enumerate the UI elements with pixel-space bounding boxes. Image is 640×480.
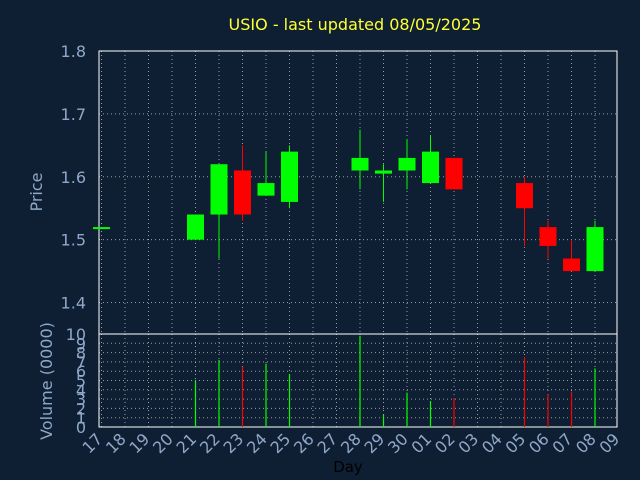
x-tick-label: 09: [595, 429, 623, 457]
candle: [516, 176, 533, 246]
candle-body: [539, 227, 557, 246]
candle: [445, 157, 463, 190]
price-axis-label: Price: [27, 172, 46, 211]
volume-y-tick-label: 0: [76, 418, 86, 437]
volume-y-tick-label: 6: [76, 362, 86, 381]
candle-body: [187, 214, 204, 240]
candle: [563, 239, 580, 272]
price-gridlines: [99, 50, 617, 334]
candle-body: [210, 164, 228, 215]
candle: [234, 145, 251, 221]
candle-body: [351, 157, 369, 171]
candle: [281, 145, 298, 209]
candle: [539, 220, 557, 259]
candle: [398, 139, 416, 190]
candle: [375, 164, 392, 202]
candle: [210, 164, 228, 259]
price-panel-frame: [98, 50, 618, 335]
candle-body: [234, 170, 251, 215]
volume-y-tick-label: 8: [76, 344, 86, 363]
price-y-tick-label: 1.4: [61, 294, 86, 313]
candle-body: [422, 151, 439, 184]
candle-body: [516, 183, 533, 209]
volume-axis-label: Volume (0000): [37, 322, 56, 440]
candle: [257, 151, 275, 196]
candle: [422, 135, 439, 184]
volume-y-tick-label: 2: [76, 399, 86, 418]
price-y-tick-labels: 1.4 1.5 1.6 1.7 1.8: [61, 42, 86, 313]
price-y-tick-label: 1.8: [61, 42, 86, 61]
volume-panel-frame: [98, 333, 618, 428]
candlestick-series: [93, 129, 604, 272]
price-y-tick-label: 1.6: [61, 168, 86, 187]
price-y-tick-label: 1.5: [61, 231, 86, 250]
x-axis-label: Day: [333, 458, 363, 476]
volume-gridlines: [99, 333, 617, 428]
candle: [586, 220, 604, 272]
candle: [187, 214, 204, 240]
candle-body: [93, 227, 110, 230]
candle-body: [586, 227, 604, 272]
volume-y-tick-label: 10: [66, 325, 86, 344]
candle-body: [398, 157, 416, 171]
volume-y-tick-label: 4: [76, 381, 86, 400]
volume-y-tick-label: 9: [76, 334, 86, 353]
price-y-tick-label: 1.7: [61, 105, 86, 124]
candle-body: [281, 151, 298, 202]
candle-body: [257, 183, 275, 196]
candle: [93, 227, 110, 230]
volume-series: [194, 335, 596, 427]
candle-body: [445, 157, 463, 190]
volume-y-tick-label: 7: [76, 353, 86, 372]
candle-body: [563, 258, 580, 272]
chart-title: USIO - last updated 08/05/2025: [229, 15, 482, 34]
candle: [351, 129, 369, 190]
volume-y-tick-label: 3: [76, 390, 86, 409]
x-tick-labels: 1718192021222324252627282930010203040506…: [78, 429, 623, 457]
volume-y-tick-label: 1: [76, 409, 86, 428]
volume-y-tick-label: 5: [76, 372, 86, 391]
candle-body: [375, 170, 392, 174]
